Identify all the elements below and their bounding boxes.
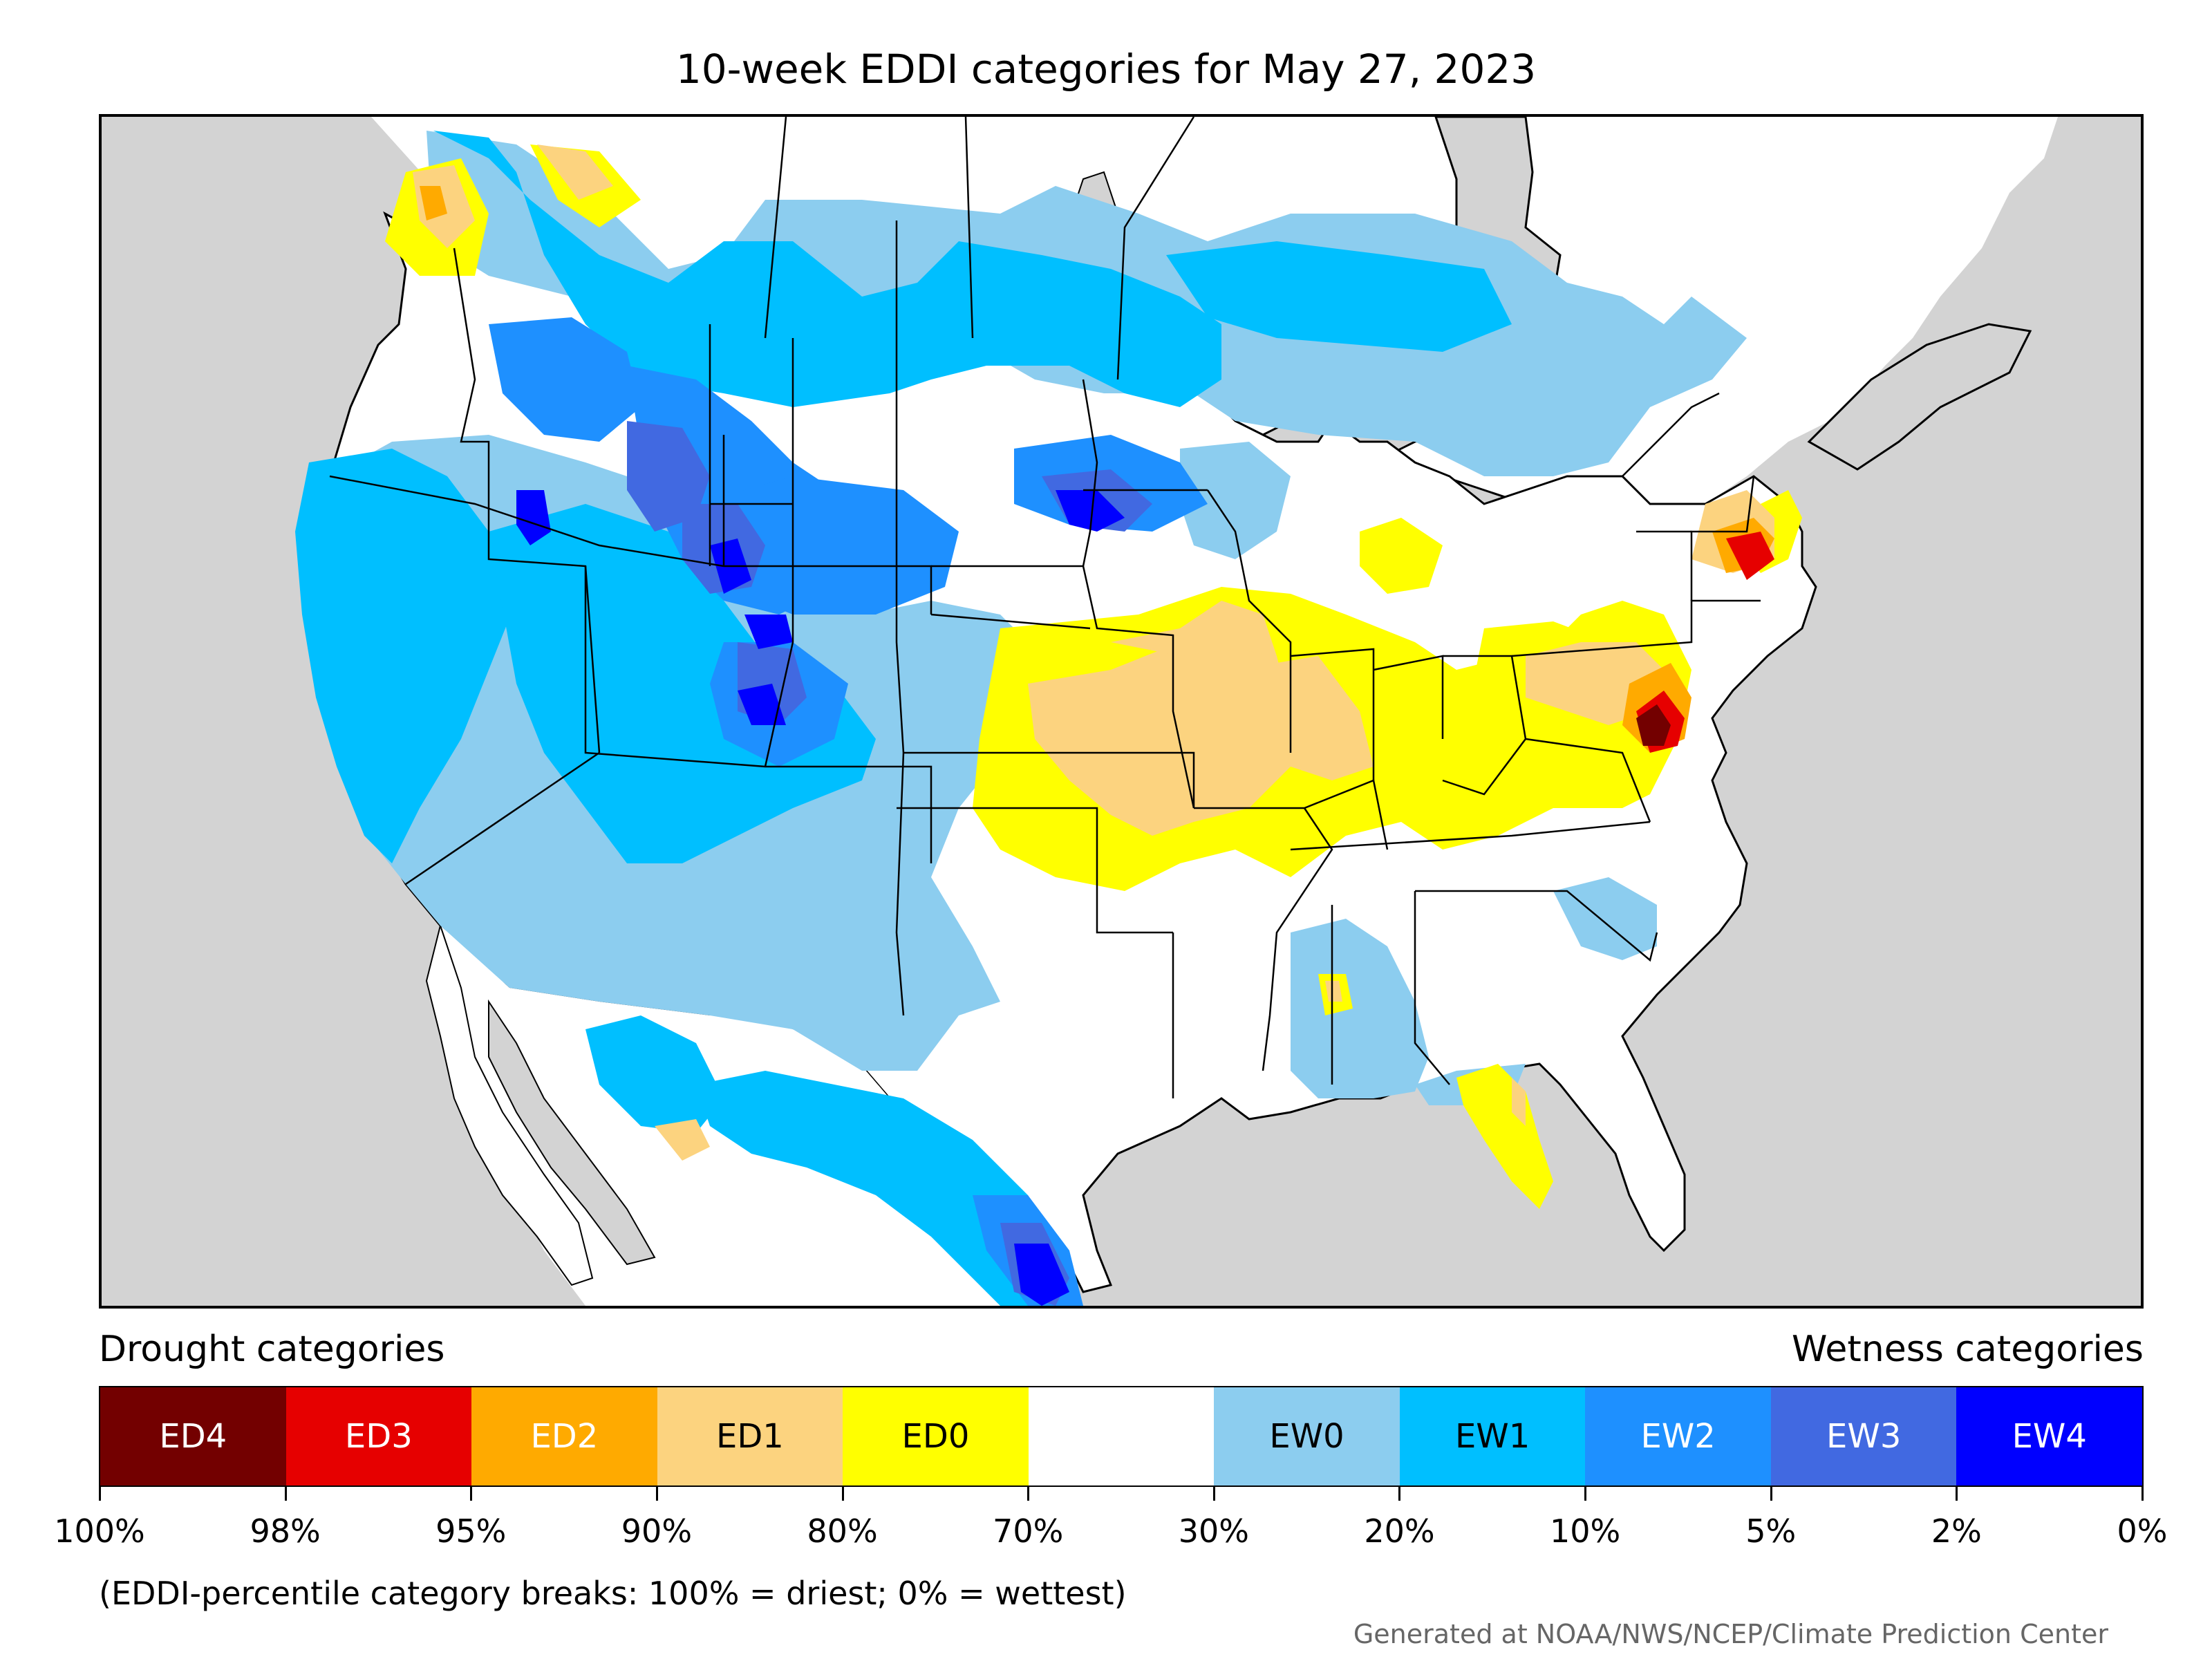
colorbar-segment-ed3: ED3 bbox=[285, 1387, 472, 1485]
colorbar-segment-ew1: EW1 bbox=[1399, 1387, 1586, 1485]
tick-label: 100% bbox=[54, 1512, 145, 1550]
colorbar-tick bbox=[1584, 1487, 1587, 1501]
ed4-regions bbox=[1636, 704, 1671, 746]
colorbar-segment-ew0: EW0 bbox=[1214, 1387, 1400, 1485]
wetness-heading: Wetness categories bbox=[1792, 1329, 2144, 1370]
colorbar-tick bbox=[655, 1487, 658, 1501]
colorbar-segment-ew2: EW2 bbox=[1585, 1387, 1771, 1485]
baja-peninsula bbox=[425, 923, 594, 1286]
colorbar-tick bbox=[1027, 1487, 1030, 1501]
map-title: 10-week EDDI categories for May 27, 2023 bbox=[675, 46, 1537, 93]
colorbar-segment-ed4: ED4 bbox=[100, 1387, 286, 1485]
colorbar-tick bbox=[284, 1487, 287, 1501]
tick-label: 98% bbox=[250, 1512, 321, 1550]
drought-heading: Drought categories bbox=[99, 1329, 445, 1370]
colorbar-segment-ew4: EW4 bbox=[1956, 1387, 2143, 1485]
colorbar-tick bbox=[470, 1487, 473, 1501]
colorbar-segment-ed2: ED2 bbox=[471, 1387, 657, 1485]
ew4-regions bbox=[516, 490, 1125, 1306]
tick-label: 95% bbox=[435, 1512, 507, 1550]
colorbar-ticks bbox=[99, 1487, 2144, 1501]
canada-borders bbox=[764, 117, 1720, 477]
colorbar-segment-ed1: ED1 bbox=[657, 1387, 843, 1485]
colorbar-tick bbox=[1398, 1487, 1401, 1501]
tick-label: 70% bbox=[993, 1512, 1064, 1550]
tick-label: 2% bbox=[1931, 1512, 1982, 1550]
colorbar-tick bbox=[1212, 1487, 1215, 1501]
eddi-map bbox=[99, 114, 2144, 1309]
category-note: (EDDI-percentile category breaks: 100% =… bbox=[99, 1575, 1127, 1612]
colorbar-tick bbox=[2141, 1487, 2144, 1501]
colorbar-segment-normal bbox=[1028, 1387, 1215, 1485]
colorbar-segment-ed0: ED0 bbox=[843, 1387, 1029, 1485]
map-svg bbox=[102, 117, 2141, 1306]
tick-label: 5% bbox=[1745, 1512, 1797, 1550]
tick-label: 0% bbox=[2117, 1512, 2168, 1550]
colorbar-tick bbox=[841, 1487, 844, 1501]
category-colorbar: ED4 ED3 ED2 ED1 ED0 EW0 EW1 EW2 EW3 EW4 bbox=[99, 1386, 2144, 1487]
credit-text: Generated at NOAA/NWS/NCEP/Climate Predi… bbox=[1353, 1619, 2108, 1649]
tick-label: 90% bbox=[621, 1512, 693, 1550]
tick-label: 80% bbox=[807, 1512, 878, 1550]
ed1-regions bbox=[413, 144, 1774, 1161]
colorbar-tick bbox=[1956, 1487, 1958, 1501]
gulf-of-california bbox=[488, 999, 656, 1266]
tick-label: 10% bbox=[1549, 1512, 1621, 1550]
state-borders bbox=[329, 221, 1761, 1098]
colorbar-tick bbox=[1770, 1487, 1772, 1501]
colorbar-tick bbox=[99, 1487, 101, 1501]
colorbar-segment-ew3: EW3 bbox=[1770, 1387, 1957, 1485]
tick-label: 20% bbox=[1364, 1512, 1435, 1550]
gulf-st-lawrence bbox=[1807, 323, 2032, 471]
tick-label: 30% bbox=[1178, 1512, 1249, 1550]
